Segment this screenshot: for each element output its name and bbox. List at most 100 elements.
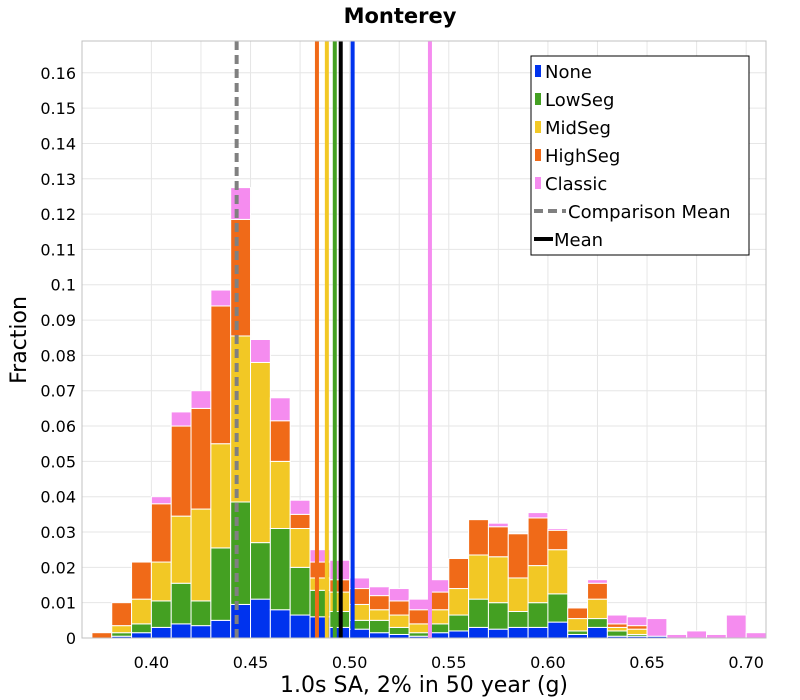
bar-lowseg-23	[547, 593, 569, 623]
y-tick-label: 0.11	[40, 240, 76, 259]
legend-swatch-classic	[535, 177, 541, 189]
bar-lowseg-8	[250, 542, 271, 600]
bar-lowseg-2	[131, 623, 152, 634]
chart-title: Monterey	[344, 4, 457, 28]
plot-area-border	[81, 40, 767, 639]
bar-midseg-3	[150, 561, 172, 602]
bar-none-9	[269, 609, 291, 639]
bar-midseg-5	[190, 508, 212, 602]
legend-label: Classic	[545, 174, 607, 195]
legend-swatch-midseg	[535, 121, 541, 133]
legend-label: MidSeg	[545, 118, 611, 139]
bar-midseg-19	[468, 554, 489, 600]
bar-classic-32	[725, 614, 747, 639]
bar-classic-28	[646, 618, 668, 637]
bar-highseg-19	[468, 519, 489, 556]
bar-lowseg-5	[190, 600, 212, 627]
bar-midseg-6	[210, 443, 232, 549]
legend-swatch-none	[535, 65, 541, 77]
bar-none-25	[587, 626, 608, 639]
bar-none-23	[547, 621, 569, 639]
bar-highseg-20	[487, 526, 509, 558]
bar-highseg-25	[587, 582, 608, 600]
y-tick-label: 0.12	[40, 205, 76, 224]
legend-label: HighSeg	[545, 146, 620, 167]
legend-label: None	[545, 62, 592, 83]
bar-highseg-14	[368, 595, 390, 611]
bar-highseg-15	[388, 600, 410, 616]
y-tick-label: 0.03	[40, 523, 76, 542]
bar-none-15	[388, 633, 410, 639]
bar-none-19	[468, 626, 489, 639]
bar-classic-30	[686, 630, 708, 639]
bar-none-2	[131, 632, 152, 639]
bar-none-8	[250, 598, 271, 639]
x-tick-label: 0.45	[233, 653, 269, 672]
bar-highseg-10	[289, 513, 311, 529]
y-tick-label: 0.06	[40, 417, 76, 436]
bar-classic-22	[527, 512, 549, 519]
bar-classic-14	[368, 586, 390, 597]
bar-highseg-1	[111, 602, 133, 627]
y-tick-label: 0.08	[40, 346, 76, 365]
bar-lowseg-19	[468, 598, 489, 628]
bar-lowseg-6	[210, 547, 232, 621]
x-tick-label: 0.55	[431, 653, 467, 672]
bar-lowseg-21	[507, 611, 529, 628]
bar-classic-13	[349, 577, 370, 590]
bar-midseg-18	[448, 588, 470, 616]
bar-highseg-5	[190, 407, 212, 510]
y-tick-label: 0	[66, 629, 76, 648]
bar-classic-26	[606, 614, 628, 625]
bar-highseg-9	[269, 420, 291, 462]
bar-highseg-0	[91, 632, 113, 639]
bar-lowseg-24	[567, 630, 589, 635]
bar-classic-7	[230, 187, 252, 220]
x-tick-label: 0.70	[728, 653, 764, 672]
y-tick-label: 0.04	[40, 488, 76, 507]
bar-midseg-16	[408, 623, 430, 634]
bar-none-21	[507, 626, 529, 639]
bar-highseg-6	[210, 305, 232, 445]
bar-highseg-22	[527, 517, 549, 567]
legend-box	[530, 55, 750, 256]
bar-classic-33	[745, 632, 767, 639]
bar-midseg-25	[587, 598, 608, 620]
y-tick-label: 0.16	[40, 64, 76, 83]
bar-highseg-7	[230, 218, 252, 337]
bar-midseg-15	[388, 614, 410, 628]
x-axis-ticks: 0.40 0.45 0.50 0.55 0.60 0.65 0.70	[134, 653, 764, 672]
y-axis-label: Fraction	[7, 296, 32, 384]
bar-lowseg-18	[448, 614, 470, 632]
bar-highseg-18	[448, 558, 470, 590]
x-tick-label: 0.60	[530, 653, 566, 672]
bar-lowseg-26	[606, 630, 628, 637]
bar-midseg-7	[230, 335, 252, 503]
bar-midseg-14	[368, 609, 390, 621]
bar-lowseg-4	[170, 582, 192, 625]
bar-lowseg-16	[408, 632, 430, 637]
y-tick-label: 0.07	[40, 382, 76, 401]
y-tick-label: 0.14	[40, 134, 76, 153]
bar-midseg-8	[250, 361, 271, 544]
bar-classic-15	[388, 588, 410, 602]
bar-lowseg-22	[527, 602, 549, 628]
x-tick-label: 0.40	[134, 653, 170, 672]
bar-classic-9	[269, 397, 291, 422]
bar-highseg-3	[150, 503, 172, 563]
bar-highseg-4	[170, 425, 192, 517]
bar-none-24	[567, 633, 589, 639]
x-tick-label: 0.50	[332, 653, 368, 672]
bar-none-22	[527, 626, 549, 639]
bar-none-10	[289, 614, 311, 639]
y-tick-label: 0.1	[51, 276, 76, 295]
bar-midseg-21	[507, 577, 529, 613]
bar-classic-16	[408, 598, 430, 611]
bar-midseg-4	[170, 515, 192, 584]
bar-midseg-26	[606, 626, 628, 632]
y-tick-label: 0.01	[40, 594, 76, 613]
bar-lowseg-20	[487, 602, 509, 630]
bar-midseg-20	[487, 556, 509, 604]
bar-classic-5	[190, 390, 212, 409]
